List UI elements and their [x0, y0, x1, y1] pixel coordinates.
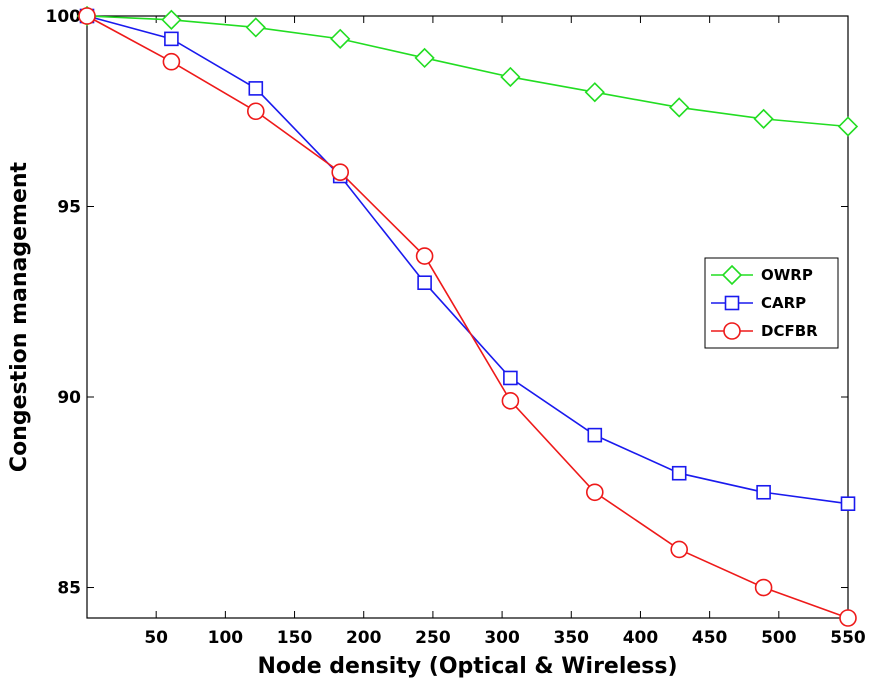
x-tick-label: 350	[554, 628, 590, 648]
legend-label-carp: CARP	[761, 294, 806, 312]
data-point-carp	[164, 31, 179, 47]
x-tick-label: 150	[277, 628, 313, 648]
data-point-dcfbr	[415, 247, 434, 265]
x-tick-label: 250	[415, 628, 451, 648]
data-point-owrp	[669, 97, 690, 118]
legend: OWRP CARP DCFBR	[704, 257, 839, 349]
y-axis-title: Congestion management	[7, 161, 32, 472]
x-tick-label: 400	[623, 628, 659, 648]
data-point-owrp	[161, 9, 182, 30]
data-point-carp	[417, 275, 432, 291]
x-tick-label: 500	[761, 628, 797, 648]
data-point-dcfbr	[331, 163, 350, 182]
legend-marker-dcfbr	[723, 322, 741, 340]
data-point-carp	[248, 81, 264, 96]
legend-marker-carp	[724, 295, 740, 311]
data-point-owrp	[414, 47, 435, 69]
data-point-dcfbr	[162, 52, 181, 71]
legend-marker-owrp	[721, 264, 743, 286]
series-owrp	[76, 5, 859, 137]
data-point-dcfbr	[78, 7, 96, 25]
data-point-carp	[756, 484, 771, 500]
data-point-owrp	[837, 116, 859, 137]
data-point-carp	[671, 465, 687, 481]
x-tick-label: 200	[346, 628, 382, 648]
x-tick-label: 550	[830, 628, 866, 648]
data-point-dcfbr	[839, 609, 857, 627]
legend-label-dcfbr: DCFBR	[761, 322, 818, 340]
series-line-owrp	[86, 15, 849, 128]
x-tick-label: 100	[208, 628, 244, 648]
series-line-carp	[86, 15, 849, 505]
series-line-dcfbr	[86, 15, 849, 619]
data-point-dcfbr	[670, 540, 688, 559]
x-tick-label: 450	[692, 628, 728, 648]
y-tick-label: 90	[57, 388, 81, 408]
data-point-carp	[503, 370, 518, 386]
data-point-carp	[840, 496, 856, 511]
data-point-dcfbr	[754, 578, 773, 597]
x-tick-label: 50	[144, 628, 168, 648]
legend-label-owrp: OWRP	[761, 266, 813, 284]
data-point-owrp	[584, 82, 605, 103]
plot-area-frame	[86, 15, 849, 619]
data-point-dcfbr	[247, 102, 265, 121]
data-point-owrp	[245, 17, 266, 38]
data-point-carp	[587, 427, 603, 443]
y-tick-label: 85	[57, 579, 81, 599]
data-point-owrp	[330, 28, 351, 49]
x-axis-title: Node density (Optical & Wireless)	[257, 654, 677, 679]
data-point-dcfbr	[585, 483, 604, 502]
data-point-owrp	[753, 108, 774, 130]
data-point-owrp	[500, 66, 521, 88]
y-tick-label: 95	[57, 198, 81, 218]
x-tick-label: 300	[484, 628, 520, 648]
series-dcfbr	[78, 7, 857, 627]
data-point-dcfbr	[501, 392, 520, 410]
y-tick-label: 100	[46, 7, 82, 27]
